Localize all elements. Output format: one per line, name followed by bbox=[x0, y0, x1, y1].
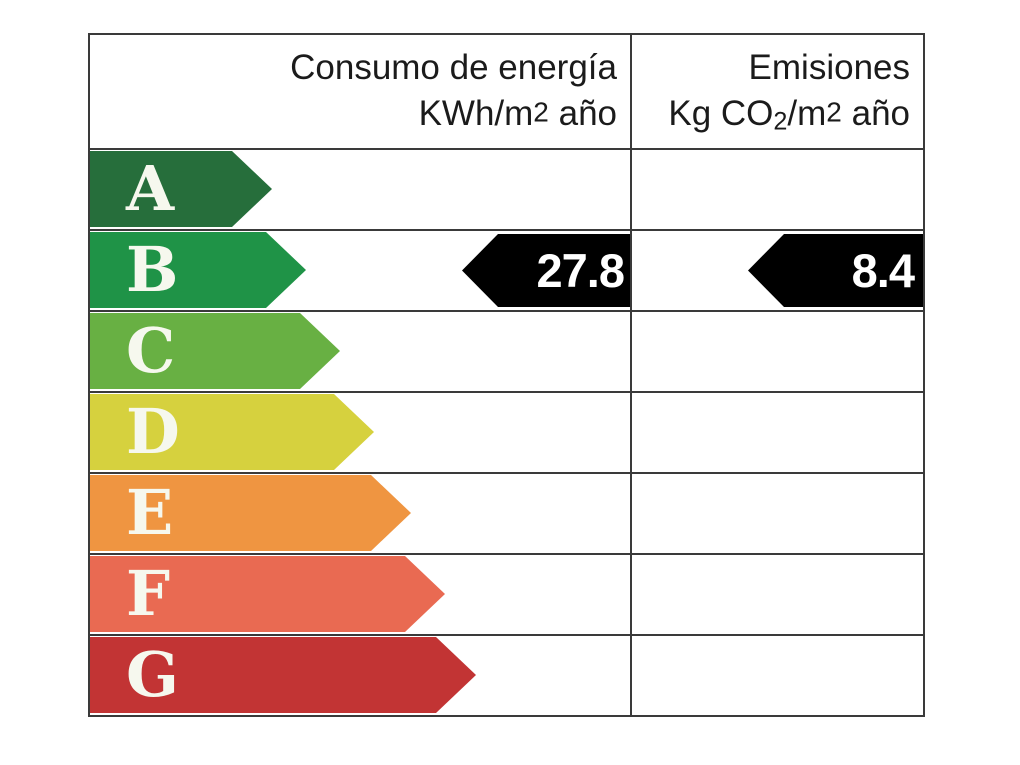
rating-arrow-f: F bbox=[90, 556, 445, 632]
rating-letter-b: B bbox=[126, 233, 179, 306]
rating-letter-f: F bbox=[126, 557, 171, 630]
rating-row-g: G bbox=[90, 634, 923, 715]
co2-subscript: 2 bbox=[773, 107, 788, 136]
rating-arrow-b: B bbox=[90, 232, 306, 308]
consumption-cell-a: A bbox=[90, 150, 630, 229]
header-emissions-line2: Kg CO2/m2 año bbox=[668, 94, 910, 136]
header-emissions-line1: Emisiones bbox=[748, 48, 910, 87]
emissions-value-arrow: 8.4 bbox=[748, 234, 923, 307]
emissions-value: 8.4 bbox=[851, 244, 915, 297]
header-consumption-line2: KWh/m2 año bbox=[418, 94, 617, 134]
consumption-cell-f: F bbox=[90, 555, 630, 634]
consumption-cell-d: D bbox=[90, 393, 630, 472]
rating-row-a: A bbox=[90, 148, 923, 229]
consumption-cell-g: G bbox=[90, 636, 630, 715]
header-consumption-line1: Consumo de energía bbox=[290, 48, 617, 87]
rating-arrow-d: D bbox=[90, 394, 374, 470]
rating-row-e: E bbox=[90, 472, 923, 553]
rating-row-d: D bbox=[90, 391, 923, 472]
rating-letter-d: D bbox=[126, 395, 180, 468]
consumption-cell-b: B 27.8 bbox=[90, 231, 630, 310]
rating-arrow-g: G bbox=[90, 637, 476, 713]
emissions-cell-b: 8.4 bbox=[630, 231, 923, 310]
squared-sign: 2 bbox=[826, 97, 842, 128]
consumption-cell-e: E bbox=[90, 474, 630, 553]
squared-sign: 2 bbox=[533, 97, 549, 128]
emissions-cell-g bbox=[630, 636, 923, 715]
header-consumption: Consumo de energía KWh/m2 año bbox=[90, 35, 630, 148]
rating-letter-g: G bbox=[126, 638, 179, 711]
rating-row-c: C bbox=[90, 310, 923, 391]
header-emissions: Emisiones Kg CO2/m2 año bbox=[630, 35, 923, 148]
rating-row-f: F bbox=[90, 553, 923, 634]
rating-letter-a: A bbox=[126, 152, 175, 225]
consumption-value: 27.8 bbox=[536, 244, 625, 297]
table-header-row: Consumo de energía KWh/m2 año Emisiones … bbox=[90, 35, 923, 148]
emissions-cell-a bbox=[630, 150, 923, 229]
energy-rating-table: Consumo de energía KWh/m2 año Emisiones … bbox=[88, 33, 925, 717]
emissions-cell-e bbox=[630, 474, 923, 553]
rating-arrow-c: C bbox=[90, 313, 340, 389]
rating-letter-c: C bbox=[126, 314, 176, 387]
rating-arrow-a: A bbox=[90, 151, 272, 227]
emissions-cell-f bbox=[630, 555, 923, 634]
emissions-cell-c bbox=[630, 312, 923, 391]
rating-letter-e: E bbox=[126, 476, 174, 549]
emissions-cell-d bbox=[630, 393, 923, 472]
consumption-cell-c: C bbox=[90, 312, 630, 391]
rating-arrow-e: E bbox=[90, 475, 411, 551]
rating-row-b: B 27.8 8.4 bbox=[90, 229, 923, 310]
consumption-value-arrow: 27.8 bbox=[462, 234, 630, 307]
